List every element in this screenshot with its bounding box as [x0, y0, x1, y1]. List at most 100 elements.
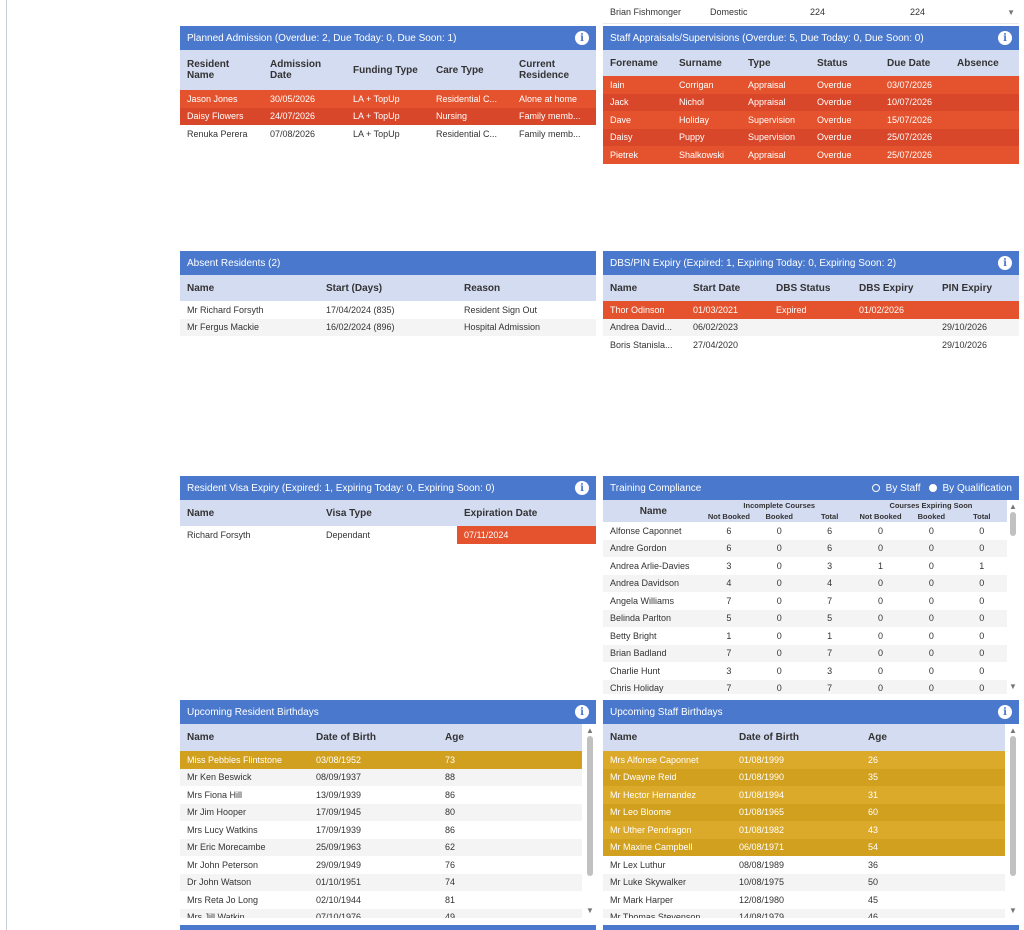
column-header[interactable]: Type	[741, 50, 810, 76]
info-icon[interactable]: i	[998, 705, 1012, 719]
table-row[interactable]: Dave Holiday Supervision Overdue 15/07/2026	[603, 111, 1019, 129]
table-row[interactable]: Belinda Parlton 5 0 5 0 0 0	[603, 609, 1007, 627]
column-header[interactable]: Date of Birth	[309, 724, 438, 751]
info-icon[interactable]: i	[575, 481, 589, 495]
table-row[interactable]: Iain Corrigan Appraisal Overdue 03/07/2026	[603, 76, 1019, 94]
column-header[interactable]: Start Date	[686, 275, 769, 301]
table-row[interactable]: Brian Badland 7 0 7 0 0 0	[603, 644, 1007, 662]
training-scrollbar[interactable]: ▲ ▼	[1009, 502, 1017, 692]
column-header[interactable]: Visa Type	[319, 500, 457, 526]
table-row[interactable]: Andrea Arlie-Davies 3 0 3 1 0 1	[603, 557, 1007, 575]
radio-by-qualification[interactable]: By Qualification	[928, 483, 1012, 494]
table-row[interactable]: Mrs Jill Watkin 07/10/1976 49	[180, 908, 582, 918]
column-header[interactable]: PIN Expiry	[935, 275, 1019, 301]
table-row[interactable]: Mrs Alfonse Caponnet 01/08/1999 26	[603, 751, 1005, 769]
table-row[interactable]: Richard Forsyth Dependant 07/11/2024	[180, 526, 596, 544]
column-header[interactable]: Age	[438, 724, 582, 751]
column-header[interactable]: Name	[603, 275, 686, 301]
info-icon[interactable]: i	[575, 705, 589, 719]
sub-column-header[interactable]: Not Booked	[703, 511, 755, 522]
table-row[interactable]: Mr Mark Harper 12/08/1980 45	[603, 891, 1005, 909]
table-row[interactable]: Daisy Puppy Supervision Overdue 25/07/2026	[603, 128, 1019, 146]
table-row[interactable]: Jason Jones 30/05/2026 LA + TopUp Residenti…	[180, 90, 596, 108]
table-row[interactable]: Angela Williams 7 0 7 0 0 0	[603, 592, 1007, 610]
table-row[interactable]: Mrs Reta Jo Long 02/10/1944 81	[180, 891, 582, 909]
scroll-thumb[interactable]	[1010, 736, 1016, 876]
scroll-thumb[interactable]	[1010, 512, 1016, 536]
table-row[interactable]: Mr Dwayne Reid 01/08/1990 35	[603, 768, 1005, 786]
table-row[interactable]: Mr Fergus Mackie 16/02/2024 (896) Hospital…	[180, 318, 596, 336]
column-header[interactable]: Start (Days)	[319, 275, 457, 301]
table-row[interactable]: Mr Leo Bloome 01/08/1965 60	[603, 803, 1005, 821]
scroll-up-arrow[interactable]: ▲	[586, 726, 594, 735]
column-header[interactable]: Status	[810, 50, 880, 76]
sub-column-header[interactable]: Total	[956, 511, 1007, 522]
column-header[interactable]: Reason	[457, 275, 596, 301]
scroll-down-arrow[interactable]: ▼	[586, 906, 594, 915]
table-row[interactable]: Daisy Flowers 24/07/2026 LA + TopUp Nursing…	[180, 107, 596, 125]
table-row[interactable]: Mr Maxine Campbell 06/08/1971 54	[603, 838, 1005, 856]
table-row[interactable]: Alfonse Caponnet 6 0 6 0 0 0	[603, 522, 1007, 540]
table-row[interactable]: Mr Jim Hooper 17/09/1945 80	[180, 803, 582, 821]
table-row[interactable]: Miss Pebbles Flintstone 03/08/1952 73	[180, 751, 582, 769]
table-row[interactable]: Charlie Hunt 3 0 3 0 0 0	[603, 662, 1007, 680]
column-header[interactable]: Funding Type	[346, 50, 429, 90]
column-header[interactable]: Care Type	[429, 50, 512, 90]
scroll-up-arrow[interactable]: ▲	[1009, 726, 1017, 735]
column-header[interactable]: Current Residence	[512, 50, 596, 90]
table-row[interactable]: Mr Ken Beswick 08/09/1937 88	[180, 768, 582, 786]
table-row[interactable]: Boris Stanisla... 27/04/2020 29/10/2026	[603, 336, 1019, 354]
column-header[interactable]: Absence	[950, 50, 1019, 76]
table-row[interactable]: Mr Richard Forsyth 17/04/2024 (835) Reside…	[180, 301, 596, 319]
table-row[interactable]: Andrea David... 06/02/2023 29/10/2026	[603, 318, 1019, 336]
staff-birthdays-scrollbar[interactable]: ▲ ▼	[1009, 726, 1017, 916]
table-row[interactable]: Pietrek Shalkowski Appraisal Overdue 25/07/2…	[603, 146, 1019, 164]
table-row[interactable]: Mr Thomas Stevenson 14/08/1979 46	[603, 908, 1005, 918]
table-row[interactable]: Betty Bright 1 0 1 0 0 0	[603, 627, 1007, 645]
column-header[interactable]: Surname	[672, 50, 741, 76]
info-icon[interactable]: i	[575, 31, 589, 45]
column-header[interactable]: DBS Expiry	[852, 275, 935, 301]
table-row[interactable]: Andre Gordon 6 0 6 0 0 0	[603, 539, 1007, 557]
table-row[interactable]: Dr John Watson 01/10/1951 74	[180, 873, 582, 891]
column-header[interactable]: Name	[603, 724, 732, 751]
scroll-thumb[interactable]	[587, 736, 593, 876]
sub-column-header[interactable]: Not Booked	[854, 511, 907, 522]
column-header[interactable]: Resident Name	[180, 50, 263, 90]
table-row[interactable]: Chris Holiday 7 0 7 0 0 0	[603, 679, 1007, 694]
scroll-down-arrow[interactable]: ▼	[1009, 906, 1017, 915]
column-header[interactable]: Due Date	[880, 50, 950, 76]
radio-by-staff[interactable]: By Staff	[871, 483, 921, 494]
column-header[interactable]: Forename	[603, 50, 672, 76]
table-row[interactable]: Mr Uther Pendragon 01/08/1982 43	[603, 821, 1005, 839]
sub-column-header[interactable]: Booked	[754, 511, 805, 522]
table-row[interactable]: Mrs Lucy Watkins 17/09/1939 86	[180, 821, 582, 839]
scroll-up-arrow[interactable]: ▲	[1009, 502, 1017, 511]
table-row[interactable]: Jack Nichol Appraisal Overdue 10/07/2026	[603, 93, 1019, 111]
table-row[interactable]: Thor Odinson 01/03/2021 Expired 01/02/2026	[603, 301, 1019, 319]
column-header[interactable]: Expiration Date	[457, 500, 596, 526]
column-header[interactable]: DBS Status	[769, 275, 852, 301]
table-row[interactable]: Andrea Davidson 4 0 4 0 0 0	[603, 574, 1007, 592]
sub-column-header[interactable]: Total	[804, 511, 855, 522]
sub-column-header[interactable]: Booked	[906, 511, 957, 522]
column-header[interactable]: Name	[180, 724, 309, 751]
column-header[interactable]: Age	[861, 724, 1005, 751]
table-cell: Charlie Hunt	[603, 662, 704, 680]
scroll-down-arrow[interactable]: ▼	[1007, 8, 1015, 17]
table-row[interactable]: Mr Eric Morecambe 25/09/1963 62	[180, 838, 582, 856]
table-row[interactable]: Mr Luke Skywalker 10/08/1975 50	[603, 873, 1005, 891]
table-row[interactable]: Mr Lex Luthur 08/08/1989 36	[603, 856, 1005, 874]
table-row[interactable]: Mr John Peterson 29/09/1949 76	[180, 856, 582, 874]
info-icon[interactable]: i	[998, 256, 1012, 270]
column-header[interactable]: Admission Date	[263, 50, 346, 90]
table-row[interactable]: Renuka Perera 07/08/2026 LA + TopUp Residen…	[180, 125, 596, 143]
column-header[interactable]: Name	[180, 275, 319, 301]
table-row[interactable]: Mrs Fiona Hill 13/09/1939 86	[180, 786, 582, 804]
resident-birthdays-scrollbar[interactable]: ▲ ▼	[586, 726, 594, 916]
scroll-down-arrow[interactable]: ▼	[1009, 682, 1017, 691]
column-header[interactable]: Name	[180, 500, 319, 526]
column-header[interactable]: Date of Birth	[732, 724, 861, 751]
info-icon[interactable]: i	[998, 31, 1012, 45]
table-row[interactable]: Mr Hector Hernandez 01/08/1994 31	[603, 786, 1005, 804]
